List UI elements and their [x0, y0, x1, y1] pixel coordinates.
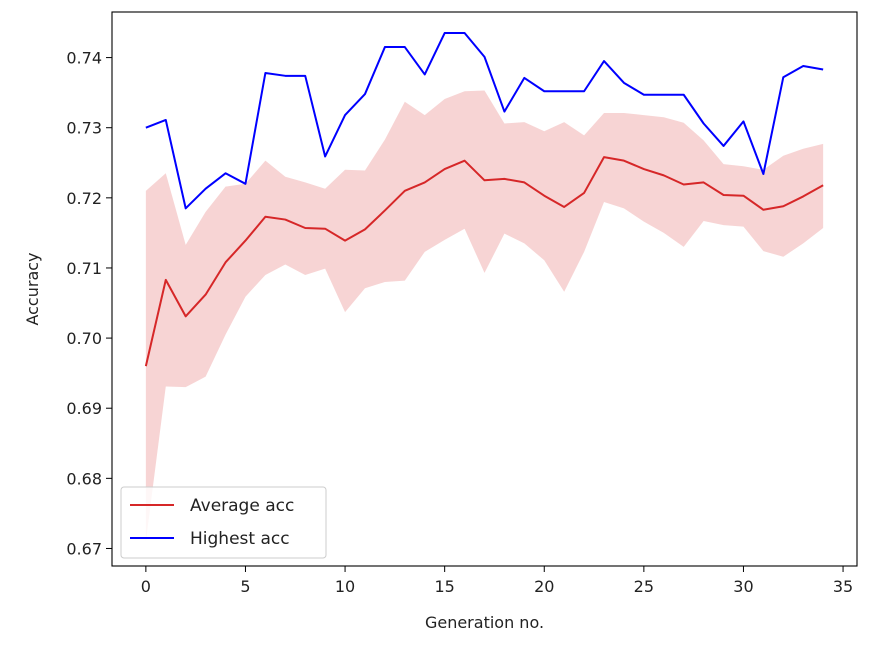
x-tick-label: 10 — [335, 577, 355, 596]
x-tick-label: 0 — [141, 577, 151, 596]
y-tick-label: 0.73 — [66, 119, 102, 138]
average-acc-band — [145, 90, 824, 542]
legend: Average acc Highest acc — [120, 486, 327, 559]
y-axis-label: Accuracy — [23, 252, 42, 325]
x-tick-label: 25 — [634, 577, 654, 596]
legend-label-highest-acc: Highest acc — [190, 529, 290, 549]
series-line-average-acc — [144, 156, 824, 367]
y-tick-label: 0.67 — [66, 539, 102, 558]
y-tick-label: 0.69 — [66, 399, 102, 418]
y-tick-label: 0.72 — [66, 189, 102, 208]
legend-label-average-acc: Average acc — [190, 496, 294, 516]
x-axis-label: Generation no. — [425, 613, 544, 632]
x-tick-label: 5 — [240, 577, 250, 596]
y-tick-label: 0.71 — [66, 259, 102, 278]
y-tick-label: 0.70 — [66, 329, 102, 348]
x-tick-label: 20 — [534, 577, 554, 596]
y-tick-label: 0.74 — [66, 49, 102, 68]
series-line-highest-acc — [145, 32, 824, 210]
x-tick-label: 35 — [833, 577, 853, 596]
y-tick-label: 0.68 — [66, 469, 102, 488]
plot-frame — [111, 11, 858, 567]
x-tick-label: 30 — [733, 577, 753, 596]
x-tick-label: 15 — [434, 577, 454, 596]
